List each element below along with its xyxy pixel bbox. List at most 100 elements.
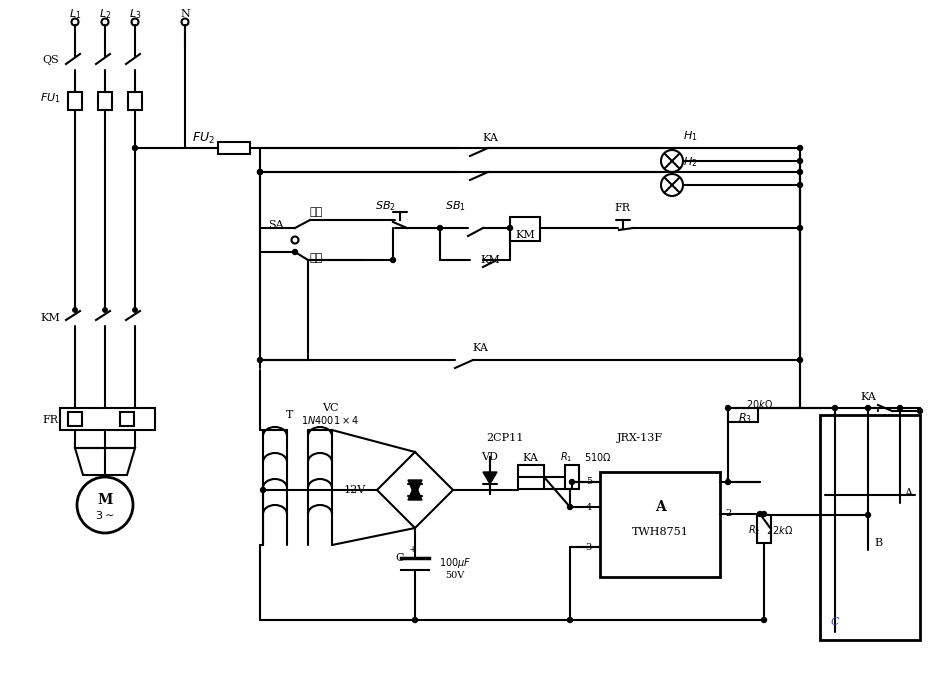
- Circle shape: [761, 618, 767, 622]
- Circle shape: [661, 174, 683, 196]
- Circle shape: [832, 406, 838, 410]
- Polygon shape: [408, 480, 422, 496]
- Circle shape: [866, 406, 870, 410]
- Text: 3: 3: [585, 542, 592, 551]
- Text: 2: 2: [725, 510, 731, 518]
- Text: KA: KA: [522, 453, 538, 463]
- Text: 自动: 自动: [310, 253, 324, 263]
- Circle shape: [568, 618, 572, 622]
- Text: 手动: 手动: [310, 207, 324, 217]
- Text: $L_3$: $L_3$: [129, 7, 141, 21]
- Circle shape: [761, 512, 767, 516]
- Text: $L_2$: $L_2$: [99, 7, 111, 21]
- Text: $H_1$: $H_1$: [683, 129, 698, 143]
- Polygon shape: [483, 472, 497, 484]
- Text: $510\Omega$: $510\Omega$: [584, 451, 611, 463]
- Text: TWH8751: TWH8751: [631, 527, 688, 537]
- Text: KM: KM: [40, 313, 60, 323]
- Bar: [120, 412, 134, 426]
- Text: QS: QS: [42, 55, 59, 65]
- Text: FR: FR: [42, 415, 58, 425]
- Circle shape: [181, 18, 189, 25]
- Text: M: M: [97, 493, 113, 507]
- Text: VC: VC: [322, 403, 338, 413]
- Text: $R_3$: $R_3$: [738, 411, 752, 425]
- Circle shape: [73, 308, 78, 312]
- Text: FR: FR: [614, 203, 630, 213]
- Bar: [60, 408, 155, 430]
- Text: 1: 1: [725, 477, 731, 486]
- Circle shape: [726, 406, 730, 410]
- Bar: [510, 217, 540, 241]
- Circle shape: [569, 479, 574, 484]
- Bar: [728, 408, 758, 422]
- Text: 4: 4: [585, 503, 592, 512]
- Circle shape: [261, 488, 266, 492]
- Text: $R_2$: $R_2$: [748, 523, 760, 537]
- Circle shape: [391, 257, 396, 263]
- Text: $H_2$: $H_2$: [683, 155, 698, 169]
- Text: KM: KM: [515, 230, 535, 240]
- Text: KA: KA: [482, 133, 498, 143]
- Text: C: C: [396, 553, 404, 563]
- Circle shape: [132, 18, 138, 25]
- Circle shape: [438, 226, 442, 231]
- Text: $1N4001\times4$: $1N4001\times4$: [301, 414, 359, 426]
- Circle shape: [71, 18, 79, 25]
- Circle shape: [293, 250, 297, 254]
- Circle shape: [798, 159, 802, 163]
- Text: VD: VD: [482, 452, 498, 462]
- Circle shape: [103, 308, 108, 312]
- Bar: [565, 465, 579, 489]
- Bar: [98, 92, 112, 110]
- Circle shape: [757, 512, 763, 516]
- Text: B: B: [874, 538, 882, 548]
- Text: T: T: [286, 410, 294, 420]
- Circle shape: [257, 358, 263, 363]
- Circle shape: [568, 505, 572, 510]
- Bar: [757, 515, 771, 543]
- Text: C: C: [831, 617, 840, 627]
- Circle shape: [508, 226, 512, 231]
- Circle shape: [412, 618, 418, 622]
- Bar: [128, 92, 142, 110]
- Text: KM: KM: [481, 255, 500, 265]
- Text: $FU_2$: $FU_2$: [192, 131, 215, 146]
- Circle shape: [133, 308, 137, 312]
- Text: $R_1$: $R_1$: [560, 450, 572, 464]
- Text: KA: KA: [860, 392, 876, 402]
- Circle shape: [102, 18, 108, 25]
- Circle shape: [257, 170, 263, 174]
- Bar: [68, 92, 82, 110]
- Polygon shape: [408, 484, 422, 500]
- Circle shape: [292, 237, 298, 244]
- Circle shape: [798, 170, 802, 174]
- Circle shape: [866, 512, 870, 518]
- Text: 5: 5: [586, 477, 592, 486]
- Text: $SB_2$: $SB_2$: [375, 199, 396, 213]
- Text: $22k\Omega$: $22k\Omega$: [767, 524, 794, 536]
- Text: KA: KA: [472, 343, 488, 353]
- Text: $SB_1$: $SB_1$: [444, 199, 466, 213]
- Text: $L_1$: $L_1$: [69, 7, 81, 21]
- Text: $20k\Omega$: $20k\Omega$: [746, 398, 773, 410]
- Circle shape: [661, 150, 683, 172]
- Text: JRX-13F: JRX-13F: [617, 433, 663, 443]
- Bar: [600, 472, 720, 577]
- Bar: [518, 465, 544, 489]
- Text: +: +: [409, 546, 417, 555]
- Circle shape: [917, 408, 923, 414]
- Circle shape: [798, 146, 802, 150]
- Text: A: A: [904, 488, 912, 498]
- Circle shape: [133, 146, 137, 150]
- Bar: [68, 412, 82, 426]
- Circle shape: [257, 170, 263, 174]
- Text: $100\mu F$: $100\mu F$: [439, 556, 471, 570]
- Text: $FU_1$: $FU_1$: [40, 91, 61, 105]
- Circle shape: [798, 183, 802, 187]
- Text: A: A: [654, 500, 666, 514]
- Bar: [820, 415, 920, 640]
- Circle shape: [77, 477, 133, 533]
- Text: 2CP11: 2CP11: [486, 433, 524, 443]
- Text: N: N: [180, 9, 190, 19]
